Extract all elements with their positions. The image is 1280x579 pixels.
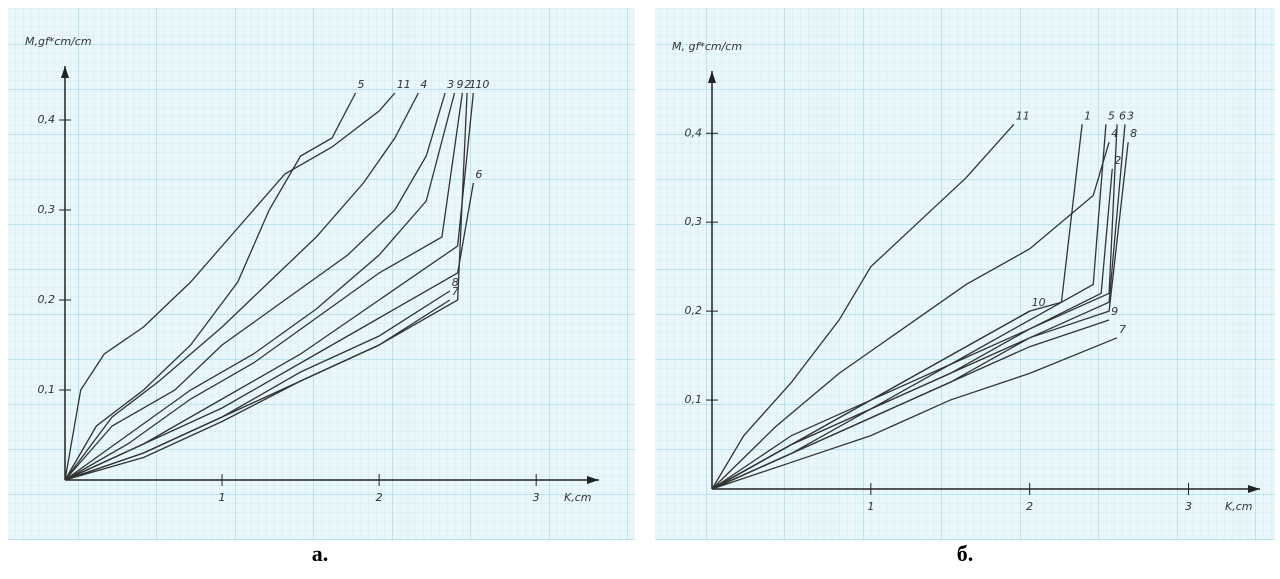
curve bbox=[64, 92, 357, 481]
y-tick-label: 0,2 bbox=[38, 293, 56, 306]
x-arrow bbox=[587, 476, 599, 484]
x-tick-label: 1 bbox=[867, 500, 874, 513]
curve-label: 11 bbox=[397, 78, 411, 91]
curve-label: 10 bbox=[1032, 296, 1046, 309]
curve bbox=[711, 319, 1110, 490]
curve-label: 5 bbox=[1108, 109, 1115, 122]
curve-label: 8 bbox=[452, 276, 459, 289]
x-axis-label: K,cm bbox=[564, 491, 591, 504]
curve bbox=[64, 92, 419, 481]
y-tick-label: 0,3 bbox=[38, 203, 56, 216]
y-tick-label: 0,2 bbox=[685, 304, 703, 317]
y-axis-label: M,gf*cm/cm bbox=[25, 35, 92, 48]
curve bbox=[64, 92, 396, 481]
curve-label: 2 bbox=[1114, 154, 1121, 167]
y-arrow bbox=[61, 66, 69, 78]
curve-label: 9 bbox=[457, 78, 464, 91]
curve bbox=[711, 337, 1118, 490]
curve-label: 9 bbox=[1111, 305, 1118, 318]
curve-label: 8 bbox=[1130, 127, 1137, 140]
curve-label: 6 bbox=[475, 168, 482, 181]
curve-label: 4 bbox=[420, 78, 427, 91]
curve-label: 2 bbox=[464, 78, 471, 91]
curve bbox=[64, 92, 464, 481]
curve-label: 11 bbox=[1016, 109, 1030, 122]
y-tick-label: 0,1 bbox=[38, 383, 56, 396]
curve-label: 3 bbox=[1127, 109, 1134, 122]
y-axis-label: M, gf*cm/cm bbox=[672, 40, 742, 53]
y-arrow bbox=[708, 71, 716, 83]
curve bbox=[64, 92, 446, 481]
y-tick-label: 0,4 bbox=[38, 113, 56, 126]
curve-label: 7 bbox=[452, 285, 459, 298]
x-axis-label: K,cm bbox=[1225, 500, 1252, 513]
paper-grid-b bbox=[655, 8, 1275, 540]
curve bbox=[711, 310, 1030, 490]
curve-label: 6 bbox=[1119, 109, 1126, 122]
curve-label: 4 bbox=[1111, 127, 1118, 140]
x-tick-label: 3 bbox=[533, 491, 540, 504]
curve-label: 1 bbox=[469, 78, 476, 91]
y-tick-label: 0,4 bbox=[685, 126, 703, 139]
y-tick-label: 0,3 bbox=[685, 215, 703, 228]
curve-label: 5 bbox=[358, 78, 365, 91]
caption: а. bbox=[312, 541, 329, 566]
x-arrow bbox=[1248, 485, 1260, 493]
curve bbox=[64, 182, 474, 481]
curve bbox=[711, 123, 1015, 490]
curve-label: 1 bbox=[1084, 109, 1091, 122]
curve bbox=[711, 141, 1110, 490]
x-tick-label: 1 bbox=[219, 491, 226, 504]
caption: б. bbox=[957, 541, 974, 566]
curve-label: 7 bbox=[1119, 323, 1126, 336]
x-tick-label: 3 bbox=[1185, 500, 1192, 513]
curve bbox=[64, 92, 456, 481]
x-tick-label: 2 bbox=[1026, 500, 1033, 513]
x-tick-label: 2 bbox=[376, 491, 383, 504]
curve bbox=[64, 299, 451, 481]
y-tick-label: 0,1 bbox=[685, 393, 703, 406]
curve-label: 10 bbox=[475, 78, 489, 91]
curve-label: 3 bbox=[447, 78, 454, 91]
